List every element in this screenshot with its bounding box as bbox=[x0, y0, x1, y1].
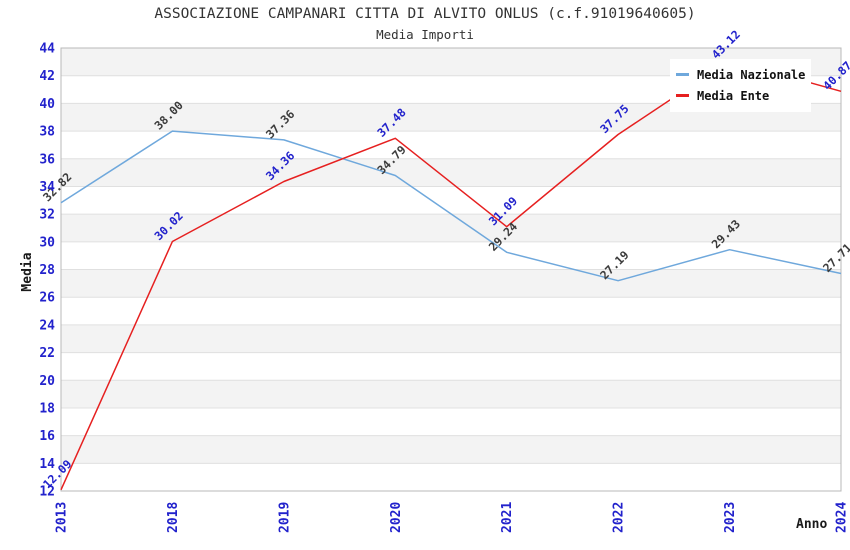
svg-text:2018: 2018 bbox=[166, 502, 181, 533]
svg-text:18: 18 bbox=[39, 401, 55, 416]
svg-text:42: 42 bbox=[39, 69, 55, 84]
svg-text:30: 30 bbox=[39, 235, 55, 250]
chart-title: ASSOCIAZIONE CAMPANARI CITTA DI ALVITO O… bbox=[154, 6, 696, 22]
chart-subtitle: Media Importi bbox=[376, 27, 474, 42]
legend-item-media-ente: Media Ente bbox=[676, 85, 811, 106]
media-nazionale-line-swatch-icon bbox=[676, 73, 689, 76]
media-ente-line-swatch-icon bbox=[676, 94, 689, 97]
legend-label-media-nazionale: Media Nazionale bbox=[697, 67, 806, 82]
svg-text:2019: 2019 bbox=[277, 502, 292, 533]
svg-text:28: 28 bbox=[39, 263, 55, 278]
svg-text:20: 20 bbox=[39, 374, 55, 389]
svg-text:2022: 2022 bbox=[612, 502, 627, 533]
svg-text:16: 16 bbox=[39, 429, 55, 444]
legend-label-media-ente: Media Ente bbox=[697, 88, 770, 103]
svg-text:2024: 2024 bbox=[835, 502, 850, 533]
svg-text:2023: 2023 bbox=[723, 502, 738, 533]
svg-text:40: 40 bbox=[39, 97, 55, 112]
svg-text:34: 34 bbox=[39, 180, 55, 195]
legend: Media Nazionale Media Ente bbox=[670, 59, 811, 112]
svg-text:44: 44 bbox=[39, 42, 55, 57]
svg-text:2020: 2020 bbox=[389, 502, 404, 533]
svg-text:22: 22 bbox=[39, 346, 55, 361]
svg-text:36: 36 bbox=[39, 152, 55, 167]
x-axis-title: Anno bbox=[796, 517, 828, 532]
svg-text:14: 14 bbox=[39, 457, 55, 472]
y-axis-title: Media bbox=[20, 252, 35, 292]
svg-text:38: 38 bbox=[39, 125, 55, 140]
svg-text:2021: 2021 bbox=[500, 502, 515, 533]
legend-item-media-nazionale: Media Nazionale bbox=[676, 64, 811, 85]
svg-text:26: 26 bbox=[39, 291, 55, 306]
svg-text:32: 32 bbox=[39, 208, 55, 223]
svg-text:24: 24 bbox=[39, 318, 55, 333]
svg-text:12: 12 bbox=[39, 485, 55, 500]
svg-text:2013: 2013 bbox=[55, 502, 70, 533]
